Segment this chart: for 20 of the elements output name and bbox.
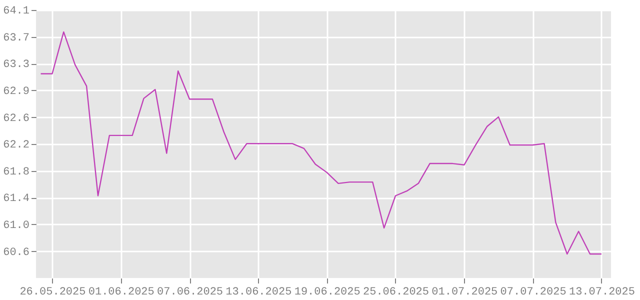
y-tick-label: 63.7 — [3, 32, 30, 44]
x-tick-label: 01.06.2025 — [88, 286, 154, 298]
x-tick-label: 13.06.2025 — [226, 286, 292, 298]
y-tick-label: 64.1 — [3, 6, 30, 18]
x-tick-label: 07.06.2025 — [157, 286, 224, 298]
y-tick-label: 60.6 — [3, 246, 30, 259]
y-tick-label: 61.4 — [3, 193, 30, 206]
x-tick-label: 13.07.2025 — [568, 286, 635, 298]
line-series — [40, 31, 602, 255]
x-tick-label: 07.07.2025 — [500, 286, 566, 298]
y-tick-label: 62.2 — [3, 140, 30, 152]
y-tick-label: 63.3 — [3, 59, 30, 72]
x-tick-label: 01.07.2025 — [432, 286, 498, 298]
x-tick-label: 26.05.2025 — [20, 286, 86, 298]
y-tick-label: 62.6 — [3, 112, 30, 125]
y-tick-label: 62.9 — [3, 86, 30, 98]
x-tick-label: 25.06.2025 — [362, 286, 429, 298]
y-tick-label: 61.0 — [3, 220, 30, 232]
y-tick-label: 61.8 — [3, 166, 30, 178]
x-tick-label: 19.06.2025 — [294, 286, 360, 298]
